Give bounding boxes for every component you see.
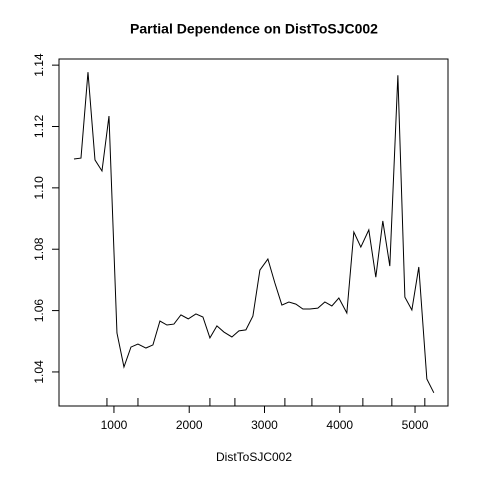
chart-title: Partial Dependence on DistToSJC002 — [130, 21, 378, 37]
x-tick-label: 3000 — [251, 418, 278, 432]
y-tick-label: 1.04 — [32, 360, 46, 384]
x-tick-label: 5000 — [402, 418, 429, 432]
x-axis-label: DistToSJC002 — [216, 450, 292, 464]
plot-box — [58, 58, 449, 407]
y-tick-label: 1.14 — [32, 53, 46, 77]
x-tick-label: 1000 — [101, 418, 128, 432]
y-tick-label: 1.06 — [32, 299, 46, 323]
y-tick-label: 1.08 — [32, 237, 46, 261]
y-tick-label: 1.10 — [32, 176, 46, 200]
x-tick-label: 4000 — [326, 418, 353, 432]
line — [73, 72, 435, 394]
y-tick-label: 1.12 — [32, 114, 46, 138]
x-tick-label: 2000 — [176, 418, 203, 432]
